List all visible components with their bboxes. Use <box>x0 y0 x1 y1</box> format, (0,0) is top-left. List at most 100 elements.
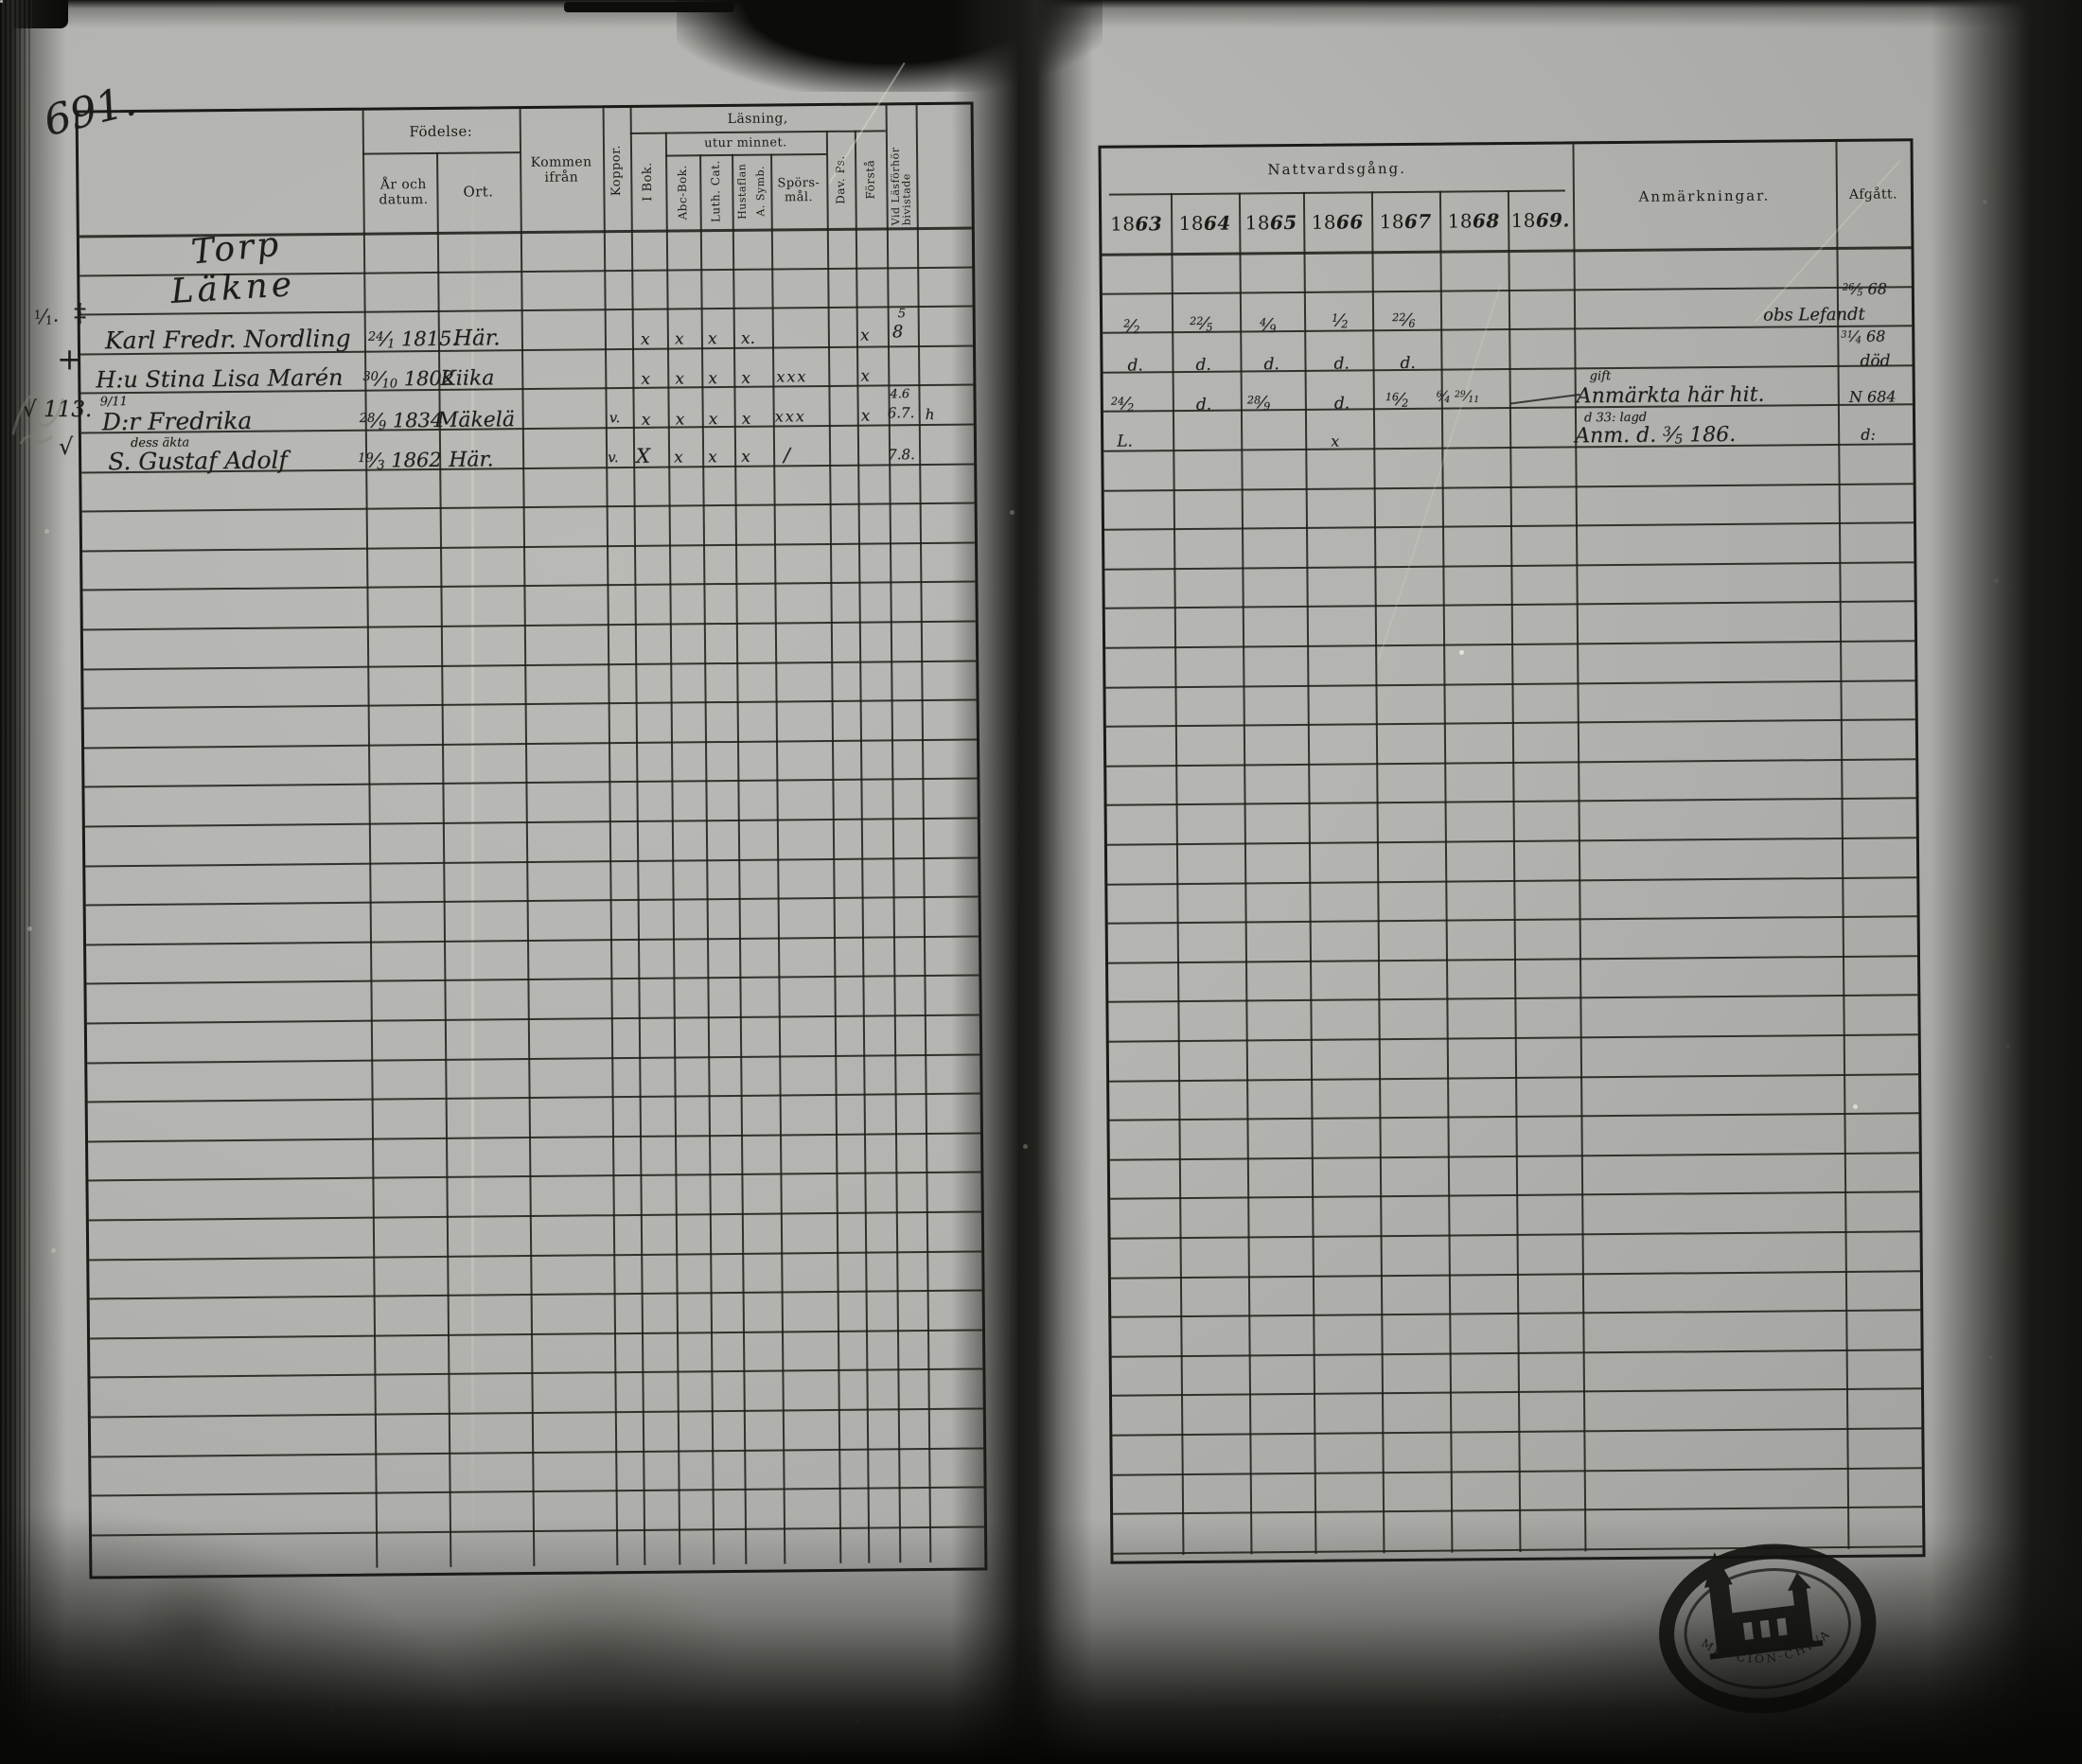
column-line <box>1835 141 1850 1549</box>
margin-mark: √ <box>59 433 74 460</box>
row-line <box>88 1210 981 1222</box>
mark-hustaflan: x. <box>740 328 756 348</box>
row-line <box>89 1289 982 1300</box>
row-line <box>1105 640 1915 649</box>
row-line <box>82 541 976 553</box>
mark-vid: 7.8. <box>888 446 915 464</box>
row-line <box>1103 443 1914 452</box>
mark-koppor: v. <box>609 409 621 427</box>
paper-crease <box>471 123 474 1566</box>
pencil-scribble <box>11 392 64 445</box>
header-ort: Ort. <box>463 183 494 201</box>
entry-ort: Här. <box>452 326 501 351</box>
communion-mark: 4⁄9 <box>1260 315 1277 336</box>
header-year-1867: 18 67 <box>1379 209 1432 233</box>
entry-name: Karl Fredr. Nordling <box>104 324 351 355</box>
margin-cross-died: + <box>57 341 82 377</box>
scan-corner-shadow <box>0 1480 530 1764</box>
afgatt-entry: 31⁄4 68 <box>1841 326 1886 346</box>
mark-luth-cat: x <box>708 410 718 430</box>
row-line <box>1104 521 1914 531</box>
header-year-1868: 18 68 <box>1447 208 1500 233</box>
communion-mark: 22⁄5 <box>1190 313 1213 334</box>
row-line <box>89 1250 982 1261</box>
mark-sporsmal: xxx <box>774 407 806 426</box>
row-line <box>1112 1466 1922 1476</box>
mark-vid: 6.7. <box>887 404 915 422</box>
afgatt-entry: död <box>1860 351 1891 371</box>
mark-hustaflan: x <box>741 368 751 388</box>
column-line <box>1170 193 1185 1556</box>
column-line <box>915 105 932 1562</box>
header-afgatt: Afgått. <box>1848 185 1897 203</box>
row-line <box>84 738 978 750</box>
row-line <box>1106 758 1916 767</box>
communion-mark: d. <box>1263 355 1279 375</box>
row-line <box>85 856 979 868</box>
mark-luth-cat: x <box>708 448 717 467</box>
mark-abc-bok: x <box>675 410 685 430</box>
row-line <box>1106 797 1916 807</box>
row-line <box>86 974 979 985</box>
row-line <box>1109 1152 1919 1161</box>
row-line <box>1111 1387 1921 1398</box>
communion-mark: 24⁄2 <box>1110 394 1135 415</box>
row-line <box>87 1053 980 1065</box>
book-binding <box>951 0 1093 1764</box>
margin-mark: ‡ <box>74 299 86 327</box>
header-sporsmal-line2: mål. <box>784 189 814 204</box>
mark-i-bok: X <box>635 444 651 467</box>
afgatt-entry: 26⁄5 68 <box>1842 279 1887 299</box>
header-year-1869: 18 69. <box>1510 207 1570 232</box>
communion-mark: 6⁄4 29⁄11 <box>1436 387 1480 405</box>
mark-i-bok: x <box>641 410 651 430</box>
communion-mark: 16⁄2 <box>1385 389 1409 411</box>
header-abc-bok: Abc-Bok. <box>675 164 690 220</box>
entry-ort: Mäkelä <box>436 408 516 432</box>
communion-mark: x <box>1331 432 1340 450</box>
row-line <box>1104 561 1914 571</box>
afgatt-entry: obs Lefandt <box>1762 304 1865 326</box>
header-sporsmal-line1: Spörs- <box>777 175 820 191</box>
entry-born: 28⁄9 1834 <box>359 408 444 433</box>
communion-mark: L. <box>1117 432 1133 451</box>
entry-name: D:r Fredrika <box>101 406 253 436</box>
header-a-symb: A. Symb. <box>753 166 768 218</box>
header-forsta: Förstå <box>863 159 877 200</box>
column-line <box>629 107 646 1565</box>
entry-ort: Kiika <box>440 366 495 391</box>
communion-mark: d. <box>1195 355 1211 375</box>
afgatt-entry: N 684 <box>1848 387 1897 406</box>
scan-edge-right <box>1931 0 2082 1764</box>
row-line <box>84 817 978 828</box>
entry-note: 9/11 <box>99 395 128 410</box>
column-line <box>436 151 452 1567</box>
row-line <box>88 1171 981 1182</box>
header-anmarkningar: Anmärkningar. <box>1638 186 1771 205</box>
row-line <box>83 660 977 671</box>
right-page-table: Nattvardsgång. 18 63 18 64 18 65 18 66 18 67 … <box>1098 138 1926 1564</box>
mark-vid: h <box>925 405 935 423</box>
communion-mark: d. <box>1333 354 1350 374</box>
row-line <box>1111 1309 1921 1318</box>
row-line <box>81 502 975 513</box>
entry-name: H:u Stina Lisa Marén <box>96 363 344 394</box>
ink-stroke <box>1510 393 1580 405</box>
mark-abc-bok: x <box>674 448 683 467</box>
row-line <box>84 777 978 788</box>
mark-luth-cat: x <box>708 369 718 389</box>
row-line <box>1102 285 1912 295</box>
row-line <box>83 698 977 710</box>
row-line <box>90 1407 983 1419</box>
mark-forsta: x <box>860 406 871 426</box>
header-ar-och-datum: År och datum. <box>379 177 429 208</box>
row-line <box>1105 679 1915 689</box>
mark-sporsmal: / <box>783 443 790 467</box>
scan-edge-left <box>0 0 66 1764</box>
row-line <box>1108 955 1917 964</box>
row-line <box>1108 1033 1918 1043</box>
row-line <box>1103 325 1913 334</box>
anmarkning-note: gift <box>1589 369 1612 384</box>
mark-vid: 4.6 <box>890 387 910 402</box>
mark-luth-cat: x <box>707 329 717 349</box>
